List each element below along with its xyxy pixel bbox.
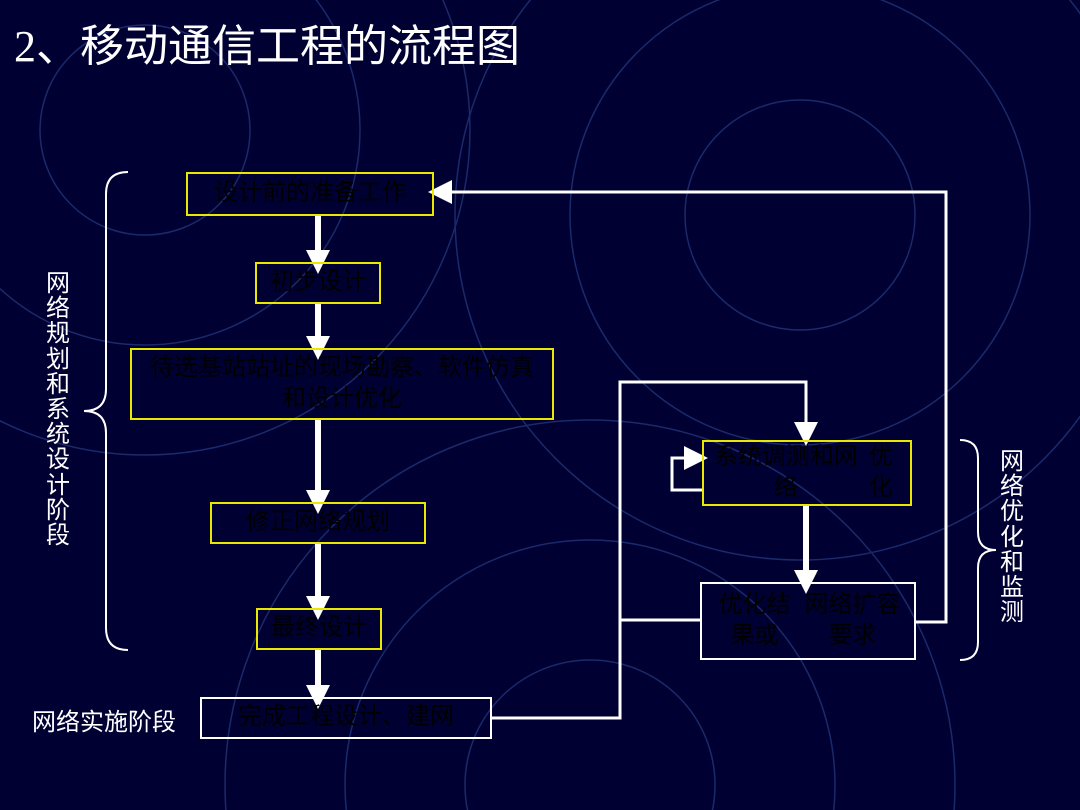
flowchart-node-n7: 系统调测和网络优化 bbox=[702, 440, 912, 506]
phase-label-left: 网络规划和系统设计阶段 bbox=[46, 272, 70, 549]
flowchart-node-n6: 完成工程设计、建网 bbox=[200, 697, 492, 739]
phase-label-right: 网络优化和监测 bbox=[1000, 450, 1024, 626]
flowchart-node-n5: 最终设计 bbox=[256, 608, 382, 650]
flowchart-node-n1: 设计前的准备工作 bbox=[186, 172, 434, 216]
flowchart-node-n2: 初步设计 bbox=[255, 262, 381, 304]
phase-label-bottomleft: 网络实施阶段 bbox=[32, 702, 176, 737]
page-title: 2、移动通信工程的流程图 bbox=[14, 10, 520, 74]
flowchart-node-n8: 优化结果或网络扩容要求 bbox=[700, 582, 916, 660]
flowchart-node-n4: 修正网络规划 bbox=[210, 502, 426, 544]
flowchart-node-n3: 待选基站站址的现场勘察、软件仿真和设计优化 bbox=[130, 348, 554, 420]
